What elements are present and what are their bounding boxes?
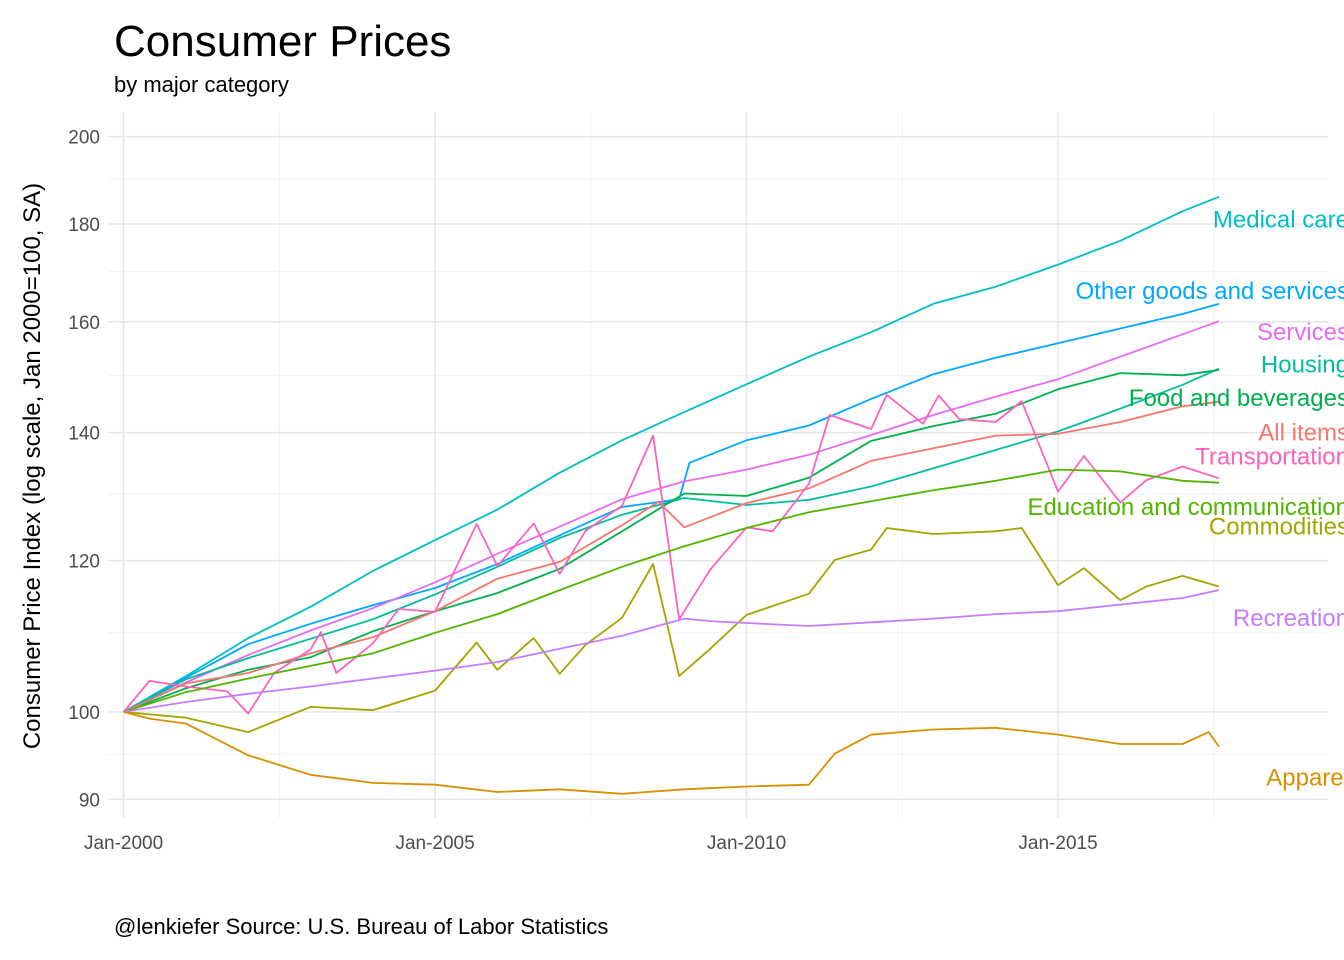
x-tick-label: Jan-2005 (395, 833, 474, 854)
series-label-commodities: Commodities (1209, 514, 1344, 541)
x-tick-label: Jan-2010 (707, 833, 786, 854)
series-line-housing (123, 367, 1220, 713)
x-axis-ticks: Jan-2000 Jan-2005 Jan-2010 Jan-2015 (84, 833, 1098, 854)
series-label-other-goods-and-services: Other goods and services (1075, 278, 1344, 305)
series-line-apparel (123, 711, 1220, 795)
y-tick-label: 160 (68, 313, 100, 334)
y-tick-label: 120 (68, 552, 100, 573)
series-label-all-items: All items (1258, 420, 1344, 447)
series-line-all-items (123, 400, 1220, 713)
grid-lines (108, 112, 1328, 818)
series-label-transportation: Transportation (1195, 444, 1344, 471)
series-line-commodities (123, 527, 1220, 733)
chart-title: Consumer Prices (114, 17, 451, 66)
y-tick-label: 100 (68, 703, 100, 724)
series-label-food-and-beverages: Food and beverages (1129, 385, 1344, 412)
y-tick-label: 90 (79, 790, 100, 811)
y-tick-label: 180 (68, 215, 100, 236)
series-label-medical-care: Medical care (1213, 206, 1344, 233)
y-tick-label: 140 (68, 424, 100, 445)
x-tick-label: Jan-2000 (84, 833, 163, 854)
series-line-services (123, 320, 1220, 713)
series-line-transportation (122, 394, 1220, 715)
chart-caption: @lenkiefer Source: U.S. Bureau of Labor … (114, 914, 608, 939)
series-line-recreation (123, 589, 1220, 713)
series-label-recreation: Recreation (1233, 605, 1344, 632)
series-lines (122, 195, 1220, 795)
series-labels: Medical care Other goods and services Serv… (1027, 206, 1344, 791)
series-line-food-and-beverages (123, 368, 1220, 713)
chart-subtitle: by major category (114, 72, 289, 97)
series-label-services: Services (1257, 319, 1344, 346)
series-label-housing: Housing (1261, 351, 1344, 378)
series-line-medical-care (123, 195, 1220, 713)
series-label-apparel: Apparel (1266, 765, 1344, 792)
x-tick-label: Jan-2015 (1018, 833, 1097, 854)
series-label-education-and-communication: Education and communication (1027, 494, 1344, 521)
y-axis-ticks: 90 100 120 140 160 180 200 (68, 128, 100, 812)
series-line-education-and-communication (123, 468, 1220, 713)
y-tick-label: 200 (68, 128, 100, 149)
y-axis-label: Consumer Price Index (log scale, Jan 200… (19, 183, 46, 749)
